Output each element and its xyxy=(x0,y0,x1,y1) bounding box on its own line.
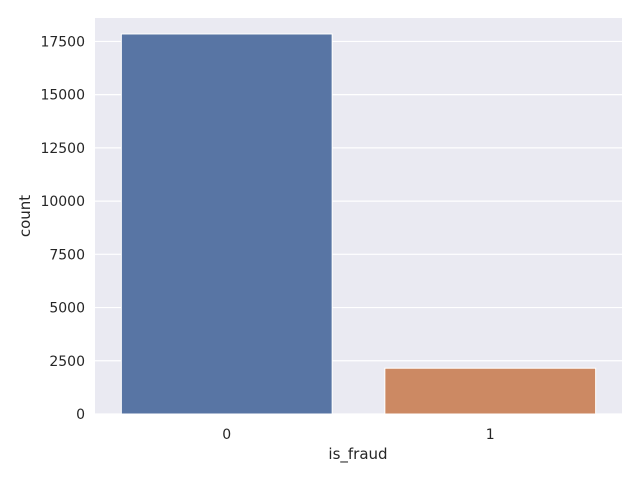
y-tick-label: 12500 xyxy=(40,141,85,157)
bar-0 xyxy=(120,33,333,415)
y-tick-labels: 0 2500 5000 7500 10000 12500 15000 17500 xyxy=(40,34,85,423)
y-tick-label: 7500 xyxy=(49,247,85,263)
y-tick-label: 5000 xyxy=(49,301,85,317)
y-tick-label: 0 xyxy=(76,407,85,423)
bar-1 xyxy=(384,367,597,415)
y-tick-label: 10000 xyxy=(40,194,85,210)
y-tick-label: 15000 xyxy=(40,88,85,104)
x-axis-label: is_fraud xyxy=(328,445,387,464)
y-tick-label: 2500 xyxy=(49,354,85,370)
y-tick-label: 17500 xyxy=(40,34,85,50)
x-tick-label: 0 xyxy=(222,427,231,443)
x-tick-label: 1 xyxy=(486,427,495,443)
bars xyxy=(120,33,597,415)
y-axis-label: count xyxy=(16,195,34,237)
